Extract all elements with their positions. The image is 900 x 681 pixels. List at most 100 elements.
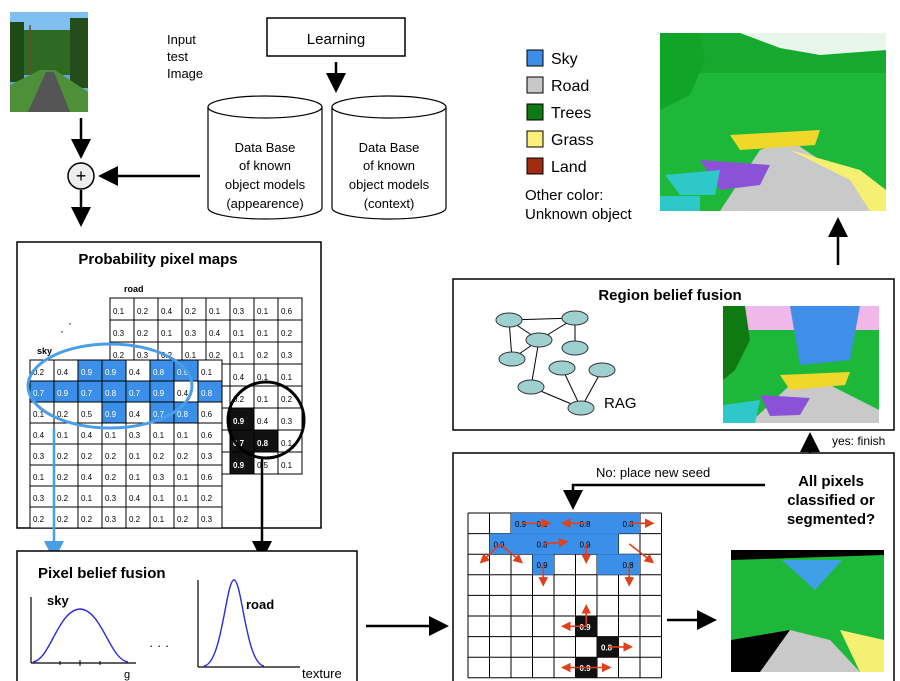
sky-grid-cell-value: 0.4 bbox=[81, 431, 93, 440]
region-fusion-title: Region belief fusion bbox=[598, 287, 741, 304]
sky-grid-cell-value: 0.7 bbox=[81, 389, 93, 398]
sky-grid-cell-value: 0.3 bbox=[201, 515, 213, 524]
road-grid-cell-value: 0.2 bbox=[209, 351, 221, 360]
growth-arrow bbox=[543, 537, 569, 548]
db1-line-3: object models bbox=[225, 177, 306, 192]
sky-grid-cell-value: 0.3 bbox=[153, 473, 165, 482]
sky-grid-cell-value: 0.9 bbox=[81, 368, 93, 377]
road-grid-cell-value: 0.3 bbox=[137, 351, 149, 360]
stack-dots-2: · bbox=[68, 316, 72, 330]
sky-grid-cell-value: 0.2 bbox=[129, 515, 141, 524]
legend-label-grass: Grass bbox=[551, 132, 594, 149]
road-grid-cell-value: 0.7 bbox=[233, 439, 245, 448]
road-curve-label: road bbox=[246, 597, 274, 612]
road-grid-cell-value: 0.1 bbox=[281, 461, 293, 470]
learning-box bbox=[266, 17, 406, 57]
sky-grid-cell-value: 0.7 bbox=[33, 389, 45, 398]
stack-dots: · bbox=[60, 324, 64, 338]
db2-line-4: (context) bbox=[364, 196, 415, 211]
sky-grid-cell-value: 0.2 bbox=[57, 410, 69, 419]
sky-grid-cell-value: 0.4 bbox=[129, 410, 141, 419]
road-grid-cell-value: 0.2 bbox=[257, 351, 269, 360]
pixel-fusion-panel bbox=[16, 550, 358, 681]
seed-blue-value: 0.9 bbox=[537, 520, 549, 529]
sky-grid-cell-value: 0.8 bbox=[177, 410, 189, 419]
database-context bbox=[331, 95, 447, 220]
sky-grid-cell-value: 0.6 bbox=[201, 473, 213, 482]
road-grid-cell-value: 0.2 bbox=[281, 395, 293, 404]
legend-other-1: Other color: bbox=[525, 187, 603, 204]
rag-label: RAG bbox=[604, 395, 637, 412]
sky-grid-cell-value: 0.8 bbox=[105, 389, 117, 398]
sky-grid-cell-value: 0.9 bbox=[105, 410, 117, 419]
road-grid-cell-value: 0.2 bbox=[137, 329, 149, 338]
road-grid-cell-value: 0.1 bbox=[233, 351, 245, 360]
sky-grid-cell-value: 0.6 bbox=[201, 410, 213, 419]
seed-blue-value: 0.8 bbox=[580, 520, 592, 529]
sky-grid-cell-value: 0.1 bbox=[81, 494, 93, 503]
road-grid-cell-value: 0.1 bbox=[257, 373, 269, 382]
sky-curve-label: sky bbox=[47, 593, 69, 608]
sky-map-label: sky bbox=[37, 346, 52, 356]
sky-grid-cell-value: 0.2 bbox=[57, 452, 69, 461]
legend-swatch-sky bbox=[526, 49, 544, 67]
sky-grid-cell-value: 0.1 bbox=[153, 431, 165, 440]
road-grid-cell-value: 0.1 bbox=[113, 307, 125, 316]
legend-swatch-land bbox=[526, 157, 544, 175]
road-grid-cell-value: 0.2 bbox=[281, 329, 293, 338]
road-grid-cell-value: 0.1 bbox=[281, 439, 293, 448]
legend-label-road: Road bbox=[551, 78, 589, 95]
road-grid-cell-value: 0.3 bbox=[281, 351, 293, 360]
g-axis-label: g bbox=[124, 669, 130, 681]
input-caption-1: Input bbox=[167, 32, 196, 47]
road-grid-cell-value: 0.1 bbox=[257, 329, 269, 338]
sky-grid-cell-value: 0.3 bbox=[201, 452, 213, 461]
road-grid-cell-value: 0.4 bbox=[233, 373, 245, 382]
road-grid-cell-value: 0.1 bbox=[281, 373, 293, 382]
road-grid-cell-value: 0.1 bbox=[161, 329, 173, 338]
seed-result-image bbox=[731, 550, 884, 672]
decision-line-1: All pixels bbox=[798, 473, 864, 490]
db2-line-3: object models bbox=[349, 177, 430, 192]
sky-grid-cell-value: 0.2 bbox=[177, 515, 189, 524]
road-grid-cell-value: 0.1 bbox=[209, 307, 221, 316]
combine-symbol: + bbox=[76, 166, 87, 186]
road-grid-cell-value: 0.4 bbox=[161, 307, 173, 316]
sky-grid-cell-value: 0.4 bbox=[57, 368, 69, 377]
legend-label-land: Land bbox=[551, 159, 587, 176]
input-caption-2: test bbox=[167, 49, 188, 64]
seed-blue-cell bbox=[597, 554, 619, 575]
seed-blue-cell bbox=[511, 533, 533, 555]
sky-grid-cell-value: 0.1 bbox=[105, 431, 117, 440]
sky-grid-cell-value: 0.9 bbox=[153, 389, 165, 398]
sky-grid-cell-value: 0.1 bbox=[177, 494, 189, 503]
sky-grid-cell-value: 0.1 bbox=[129, 452, 141, 461]
seed-black-value: 0.8 bbox=[601, 644, 613, 653]
seed-blue-value: 0.9 bbox=[580, 541, 592, 550]
growth-arrow bbox=[479, 543, 501, 564]
road-grid-cell-value: 0.4 bbox=[209, 329, 221, 338]
road-grid-cell-value: 0.9 bbox=[233, 461, 245, 470]
sky-grid-cell-value: 0.3 bbox=[33, 452, 45, 461]
sky-grid-cell-value: 0.3 bbox=[105, 494, 117, 503]
input-caption-3: Image bbox=[167, 66, 203, 81]
road-map-label: road bbox=[124, 284, 144, 294]
sky-grid-cell-value: 0.2 bbox=[57, 473, 69, 482]
sky-grid-cell-value: 0.4 bbox=[129, 368, 141, 377]
db1-line-1: Data Base bbox=[235, 140, 296, 155]
sky-grid-cell-value: 0.9 bbox=[57, 389, 69, 398]
database-appearence bbox=[207, 95, 323, 220]
legend-other-2: Unknown object bbox=[525, 206, 633, 223]
sky-grid-cell-value: 0.2 bbox=[33, 515, 45, 524]
learning-label: Learning bbox=[307, 31, 365, 48]
growth-arrow bbox=[628, 543, 655, 564]
sky-grid-cell-value: 0.3 bbox=[105, 515, 117, 524]
seed-black-value: 0.9 bbox=[580, 664, 592, 673]
seed-blue-value: 0.9 bbox=[515, 520, 527, 529]
seed-blue-value: 0.8 bbox=[623, 561, 635, 570]
growth-arrow bbox=[499, 543, 523, 564]
sky-grid-cell-value: 0.7 bbox=[153, 410, 165, 419]
seed-blue-value: 0.8 bbox=[623, 520, 635, 529]
seed-blue-cell bbox=[554, 533, 576, 555]
